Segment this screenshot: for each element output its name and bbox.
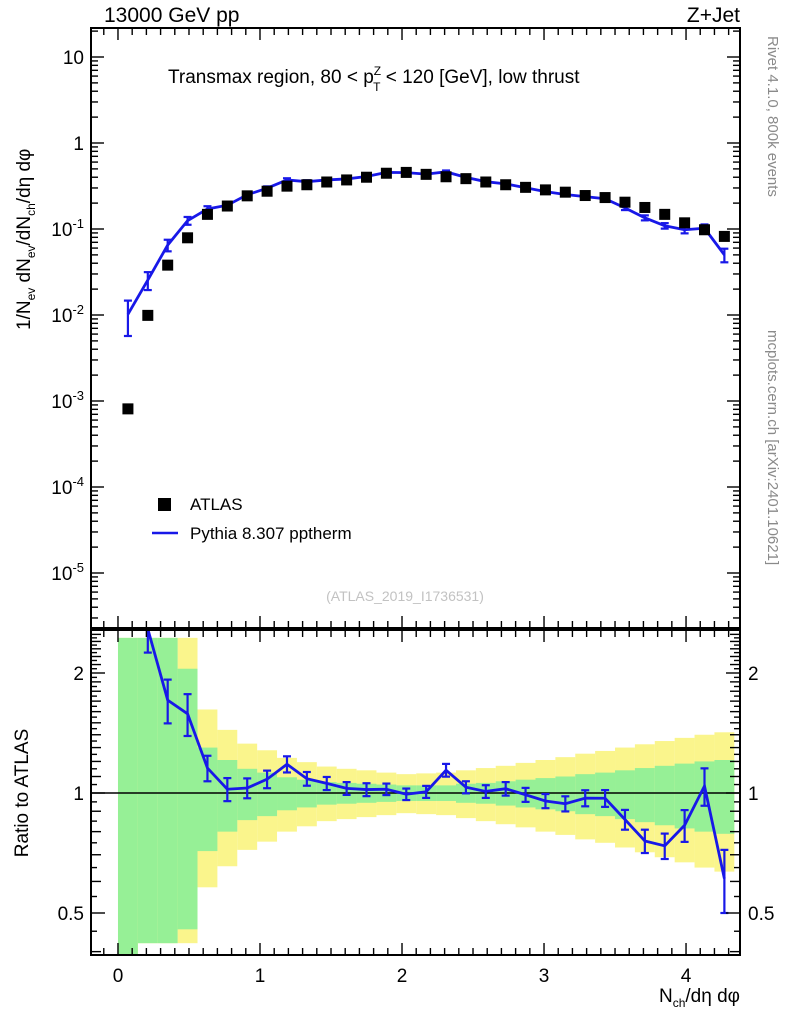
atlas-data-point [182,232,194,244]
atlas-data-point [201,208,213,220]
xtick-label: 1 [255,966,266,987]
atlas-data-point [559,186,571,198]
xtick-label: 3 [539,966,550,987]
atlas-data-point [281,180,293,192]
atlas-data-point [440,171,452,183]
ratio-ytick-labels: 2 2 1 1 0.5 0.5 [58,664,775,925]
legend: ATLAS Pythia 8.307 pptherm [152,495,352,543]
header-process-label: Z+Jet [687,4,740,27]
uncertainty-bin [674,763,695,829]
xaxis-title: Nch/dη dφ [659,986,740,1010]
atlas-data-point [480,176,492,188]
atlas-data-point [400,166,412,178]
region-annotation: Transmax region, 80 < pZ T < 120 [GeV], l… [168,64,580,94]
main-ytick-label: 10-2 [51,302,84,327]
uncertainty-bin [137,637,158,944]
atlas-data-point [221,200,233,212]
atlas-data-point [361,171,373,183]
uncertainty-bin [714,759,735,834]
atlas-data-point [639,201,651,213]
rivet-version-label: Rivet 4.1.0, 800k events [764,36,781,197]
main-ytick-label: 10-3 [51,388,84,413]
atlas-data-point [321,176,333,188]
atlas-data-point [698,224,710,236]
ratio-errorbars [143,631,729,915]
atlas-data-point [718,230,730,242]
main-plot-panel: 10 1 10-1 10-2 10-3 10-4 10-5 1/Nev dNev/dNch/… [14,27,741,629]
uncertainty-bin [634,768,655,823]
main-yaxis-title: 1/Nev dNev/dNch/dη dφ [14,149,38,330]
xtick-labels: 0 1 2 3 4 [113,966,692,987]
ratio-ytick-label-right: 2 [748,664,759,685]
main-axis-ticks [91,28,740,628]
atlas-data-point [460,173,472,185]
mcplots-source-label: mcplots.cern.ch [arXiv:2401.10621] [764,330,781,565]
uncertainty-bin [177,668,198,930]
main-ytick-labels: 10 1 10-1 10-2 10-3 10-4 10-5 [51,48,84,585]
ratio-ytick-label: 1 [73,784,84,805]
main-ytick-label: 10-5 [51,560,84,585]
xtick-label: 2 [397,966,408,987]
uncertainty-bin [157,637,178,944]
main-ytick-label: 10-1 [51,216,84,241]
main-ytick-label: 10-4 [51,474,84,499]
ratio-axis-ticks [91,630,740,955]
uncertainty-bin [257,772,278,817]
atlas-data-point [261,185,273,197]
atlas-data-point [539,184,551,196]
atlas-data-point [579,190,591,202]
ratio-ytick-label: 2 [73,664,84,685]
atlas-data-point [420,168,432,180]
header-beam-label: 13000 GeV pp [104,4,239,27]
atlas-data-point [599,192,611,204]
xtick-label: 4 [681,966,692,987]
legend-marker-atlas [158,498,171,511]
ratio-ytick-label-right: 1 [748,784,759,805]
main-panel-frame [90,27,741,629]
legend-label-atlas: ATLAS [190,495,243,514]
ratio-plot-panel: 2 2 1 1 0.5 0.5 0 1 2 3 4 Ratio to ATLAS Nch/dη d… [12,629,775,1010]
ratio-ytick-label: 0.5 [58,904,84,925]
analysis-watermark: (ATLAS_2019_I1736531) [326,588,484,604]
atlas-data-point [380,167,392,179]
uncertainty-bin [117,637,138,954]
atlas-data-point [241,190,253,202]
atlas-data-point [520,181,532,193]
atlas-data-markers [122,166,730,415]
atlas-data-point [341,174,353,186]
uncertainty-bin [654,765,675,826]
legend-label-pythia: Pythia 8.307 pptherm [190,524,352,543]
atlas-data-point [301,179,313,191]
ratio-yaxis-title: Ratio to ATLAS [12,729,33,858]
xtick-label: 0 [113,966,124,987]
atlas-data-point [679,217,691,229]
atlas-data-point [659,208,671,220]
uncertainty-bin [615,770,635,820]
atlas-data-point [619,196,631,208]
main-ytick-label: 1 [73,134,84,155]
atlas-data-point [162,259,174,271]
main-ytick-label: 10 [63,48,84,69]
atlas-data-point [500,179,512,191]
atlas-data-point [122,403,134,415]
ratio-ytick-label-right: 0.5 [748,904,774,925]
atlas-data-point [142,309,154,321]
